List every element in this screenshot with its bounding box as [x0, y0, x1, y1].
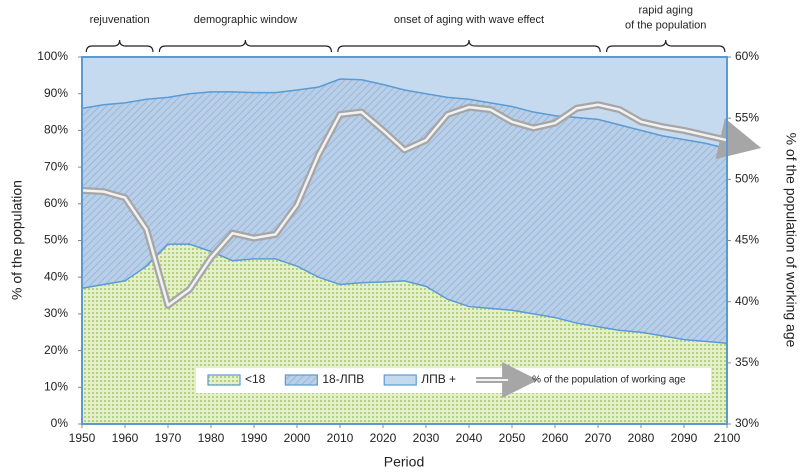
y2-tick-label: 55% — [735, 110, 759, 124]
x-tick-label: 2000 — [284, 431, 311, 445]
y-tick-label: 100% — [37, 49, 68, 63]
x-tick-label: 2070 — [585, 431, 612, 445]
y-tick-label: 20% — [44, 343, 68, 357]
period-label: demographic window — [194, 14, 297, 26]
legend: <18 18-ЛПВ ЛПВ + % of the population of wor… — [196, 362, 711, 398]
legend-swatch — [284, 374, 318, 386]
period-label: rapid aging — [639, 4, 693, 16]
period-label: of the population — [625, 19, 706, 31]
y-tick-label: 60% — [44, 196, 68, 210]
x-tick-label: 2050 — [499, 431, 526, 445]
x-tick-label: 2020 — [370, 431, 397, 445]
y-tick-label: 40% — [44, 269, 68, 283]
y2-tick-label: 45% — [735, 233, 759, 247]
x-tick-label: 2040 — [456, 431, 483, 445]
x-axis-title: Period — [384, 454, 424, 470]
y-tick-label: 50% — [44, 233, 68, 247]
x-tick-label: 2030 — [413, 431, 440, 445]
period-brace — [158, 39, 332, 53]
y2-axis-title: % of the population of working age — [783, 133, 799, 348]
period-label: onset of aging with wave effect — [394, 14, 544, 26]
y-tick-label: 30% — [44, 306, 68, 320]
y2-tick-label: 60% — [735, 49, 759, 63]
legend-label: <18 — [245, 372, 266, 386]
y-tick-label: 10% — [44, 379, 68, 393]
y-tick-label: 70% — [44, 159, 68, 173]
y2-tick-label: 35% — [735, 355, 759, 369]
x-tick-label: 2080 — [628, 431, 655, 445]
legend-swatch — [207, 374, 241, 386]
y-tick-label: 0% — [51, 416, 69, 430]
period-label: rejuvenation — [90, 14, 150, 26]
y2-tick-label: 40% — [735, 294, 759, 308]
legend-label: % of the population of working age — [532, 375, 686, 386]
x-tick-label: 2090 — [671, 431, 698, 445]
period-brace — [85, 39, 154, 53]
x-tick-label: 2060 — [542, 431, 569, 445]
line — [81, 103, 728, 307]
x-tick-label: 1990 — [241, 431, 268, 445]
area-boundary — [81, 78, 728, 150]
x-tick-label: 1970 — [155, 431, 182, 445]
area-fill — [82, 57, 727, 149]
y2-tick-label: 50% — [735, 172, 759, 186]
y-tick-label: 80% — [44, 123, 68, 137]
y2-tick-label: 30% — [735, 416, 759, 430]
y-tick-label: 90% — [44, 86, 68, 100]
period-brace — [606, 39, 726, 53]
y-axis-title: % of the population — [9, 180, 25, 300]
legend-label: ЛПВ + — [421, 372, 456, 386]
area-fill — [82, 79, 727, 344]
x-tick-label: 2010 — [327, 431, 354, 445]
x-tick-label: 1950 — [69, 431, 96, 445]
x-tick-label: 1960 — [112, 431, 139, 445]
x-tick-label: 1980 — [198, 431, 225, 445]
legend-label: 18-ЛПВ — [322, 372, 364, 386]
legend-swatch — [383, 374, 417, 386]
legend-box — [196, 368, 711, 393]
area-boundary — [81, 243, 728, 345]
x-tick-label: 2100 — [714, 431, 741, 445]
period-brace — [337, 39, 601, 53]
